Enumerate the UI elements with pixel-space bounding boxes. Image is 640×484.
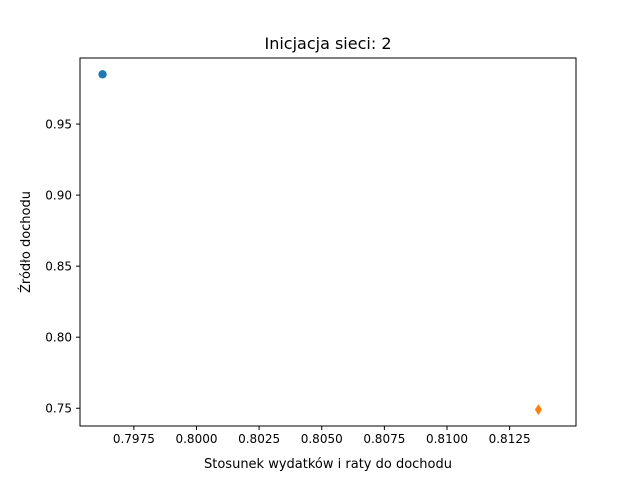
data-point-circle: [98, 70, 107, 79]
x-tick-label: 0.8075: [363, 432, 405, 446]
x-tick-label: 0.8050: [301, 432, 343, 446]
y-tick-label: 0.90: [45, 189, 72, 203]
y-tick-label: 0.75: [45, 402, 72, 416]
y-axis-ticks: 0.75 0.80 0.85 0.90 0.95: [45, 118, 80, 416]
y-tick-label: 0.80: [45, 331, 72, 345]
data-points: [98, 70, 542, 416]
x-axis-label: Stosunek wydatków i raty do dochodu: [204, 457, 452, 472]
x-tick-label: 0.7975: [113, 432, 155, 446]
plot-area-frame: [79, 57, 577, 427]
x-tick-label: 0.8100: [426, 432, 468, 446]
x-tick-label: 0.8025: [238, 432, 280, 446]
chart-title: Inicjacja sieci: 2: [264, 34, 391, 53]
y-tick-label: 0.95: [45, 118, 72, 132]
x-tick-label: 0.8000: [175, 432, 217, 446]
y-axis-label: Źródło dochodu: [18, 191, 34, 293]
x-axis-ticks: 0.7975 0.8000 0.8025 0.8050 0.8075 0.8100 0.81…: [113, 426, 531, 446]
data-point-diamond: [534, 404, 542, 416]
y-tick-label: 0.85: [45, 260, 72, 274]
x-tick-label: 0.8125: [489, 432, 531, 446]
